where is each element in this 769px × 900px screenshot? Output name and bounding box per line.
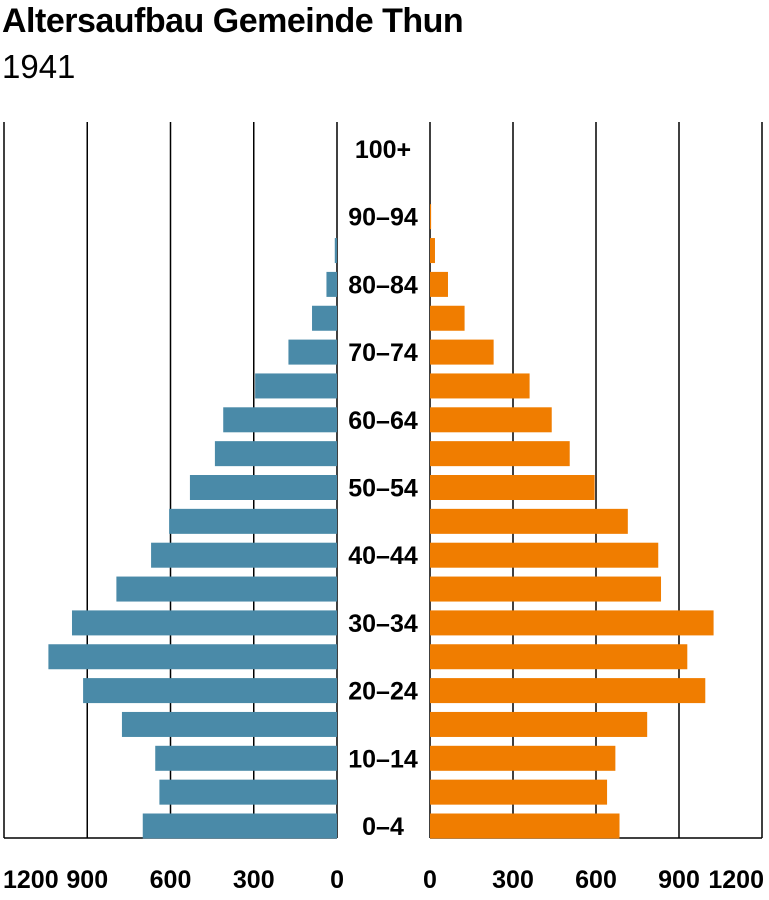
age-group-label: 100+ [355,136,411,164]
bar-right-15–19 [430,711,648,737]
bar-left-10–14 [155,745,337,771]
bar-left-45–49 [169,508,337,534]
bar-left-75–79 [312,305,337,331]
bar-left-85–89 [334,238,337,264]
age-group-label: 50–54 [348,475,418,503]
bar-right-55–59 [430,441,570,467]
tick-label-left: 1200 [3,866,59,894]
bar-left-30–34 [71,610,338,636]
bar-left-70–74 [288,339,337,365]
tick-label-left: 0 [330,866,344,894]
bar-right-25–29 [430,644,688,670]
tick-label-right: 900 [658,866,700,894]
bar-right-30–34 [430,610,714,636]
age-group-label: 90–94 [348,204,418,232]
bar-left-65–69 [255,373,337,399]
bar-right-90–94 [430,204,432,230]
tick-label-right: 0 [423,866,437,894]
age-group-label: 30–34 [348,610,418,638]
age-group-label: 60–64 [348,407,418,435]
bar-right-80–84 [430,271,448,297]
bar-left-50–54 [189,475,337,500]
age-group-label: 10–14 [348,745,418,773]
bar-left-55–59 [214,441,337,467]
bar-right-40–44 [430,542,659,568]
bar-left-15–19 [121,711,337,737]
tick-label-left: 300 [233,866,275,894]
tick-label-left: 900 [66,866,108,894]
bar-right-85–89 [430,238,435,264]
bar-left-20–24 [83,678,338,704]
chart-subtitle: 1941 [2,48,76,85]
bar-right-75–79 [430,305,465,331]
bar-right-0–4 [430,813,620,839]
age-group-label: 80–84 [348,271,418,299]
bar-right-10–14 [430,745,616,771]
age-group-label: 40–44 [348,542,418,570]
tick-label-right: 600 [575,866,617,894]
bar-left-40–44 [151,542,337,568]
bar-left-80–84 [326,271,337,297]
bar-right-60–64 [430,407,552,433]
bar-left-60–64 [223,407,337,433]
age-group-label: 20–24 [348,678,418,706]
age-group-label: 70–74 [348,339,418,367]
bar-left-25–29 [48,644,338,670]
bar-left-35–39 [116,576,337,602]
bar-right-35–39 [430,576,662,602]
bar-right-65–69 [430,373,530,399]
chart-title: Altersaufbau Gemeinde Thun [2,2,464,40]
bar-left-5–9 [159,779,337,805]
bar-right-5–9 [430,779,608,805]
bar-right-50–54 [430,475,595,500]
bar-right-70–74 [430,339,494,365]
bar-left-0–4 [142,813,337,839]
tick-label-right: 300 [492,866,534,894]
bar-right-45–49 [430,508,628,534]
tick-label-right: 1200 [708,866,764,894]
tick-label-left: 600 [150,866,192,894]
age-group-label: 0–4 [362,813,404,841]
bar-right-20–24 [430,678,706,704]
